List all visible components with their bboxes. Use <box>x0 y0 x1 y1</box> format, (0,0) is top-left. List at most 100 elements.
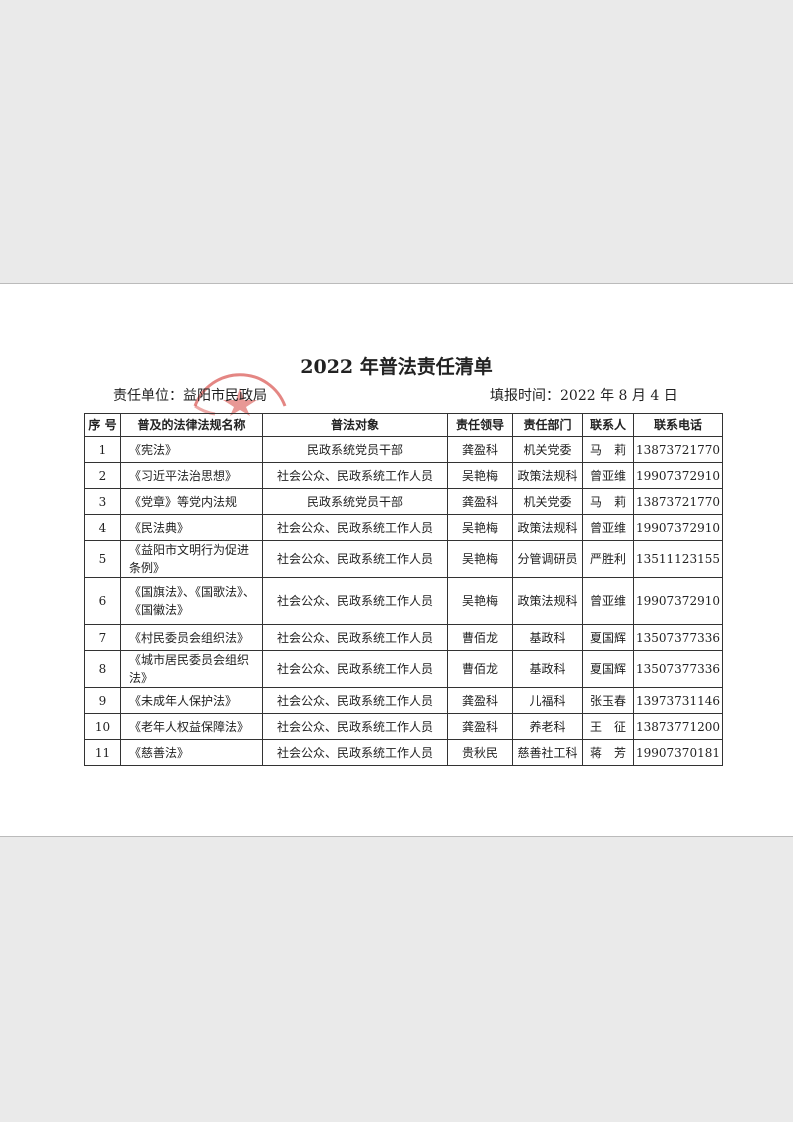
table-cell: 龚盈科 <box>447 687 513 714</box>
table-cell: 10 <box>84 713 121 740</box>
column-header: 联系人 <box>582 413 634 437</box>
responsible-unit: 责任单位：益阳市民政局 <box>113 388 267 404</box>
table-row: 6 《国旗法》、《国歌法》、《国徽法》 社会公众、民政系统工作人员 吴艳梅 政策法规科曾… <box>84 577 723 625</box>
table-cell: 基政科 <box>512 624 583 651</box>
table-cell: 6 <box>84 577 121 625</box>
table-cell: 机关党委 <box>512 436 583 463</box>
header-row: 序 号普及的法律法规名称 普法对象 责任领导 责任部门 联系人 联系电话 <box>84 413 723 437</box>
document-title: 2022 年普法责任清单 <box>300 356 493 378</box>
table-cell: 夏国辉 <box>582 624 634 651</box>
table-cell: 13873771200 <box>633 713 723 740</box>
table-cell: 吴艳梅 <box>447 514 513 541</box>
table-cell: 13511123155 <box>633 540 723 578</box>
table-row: 7 《村民委员会组织法》 社会公众、民政系统工作人员 曹佰龙 基政科 夏国辉 1350737… <box>84 624 723 651</box>
table-cell: 8 <box>84 650 121 688</box>
table-row: 4 《民法典》 社会公众、民政系统工作人员 吴艳梅 政策法规科 曾亚维 1990737291… <box>84 514 723 541</box>
table-cell: 机关党委 <box>512 488 583 515</box>
table-cell: 《慈善法》 <box>120 739 263 766</box>
table-cell: 社会公众、民政系统工作人员 <box>262 739 448 766</box>
table-cell: 马 莉 <box>582 436 634 463</box>
table-cell: 儿福科 <box>512 687 583 714</box>
table-cell: 社会公众、民政系统工作人员 <box>262 540 448 578</box>
table-cell: 养老科 <box>512 713 583 740</box>
table-cell: 王 征 <box>582 713 634 740</box>
table-cell: 龚盈科 <box>447 713 513 740</box>
table-cell: 《习近平法治思想》 <box>120 462 263 489</box>
column-header: 普及的法律法规名称 <box>120 413 263 437</box>
table-cell: 马 莉 <box>582 488 634 515</box>
table-cell: 龚盈科 <box>447 488 513 515</box>
table-cell: 曾亚维 <box>582 577 634 625</box>
table-cell: 1 <box>84 436 121 463</box>
column-header: 普法对象 <box>262 413 448 437</box>
table-cell: 《宪法》 <box>120 436 263 463</box>
table-row: 3 《党章》等党内法规 民政系统党员干部 龚盈科 机关党委马 莉 13873721770 <box>84 488 723 515</box>
table-cell: 《益阳市文明行为促进条例》 <box>120 540 263 578</box>
table-cell: 社会公众、民政系统工作人员 <box>262 687 448 714</box>
table-cell: 社会公众、民政系统工作人员 <box>262 577 448 625</box>
column-header: 序 号 <box>84 413 121 437</box>
table-cell: 曾亚维 <box>582 514 634 541</box>
table-cell: 13873721770 <box>633 436 723 463</box>
table-row: 11 《慈善法》 社会公众、民政系统工作人员 贵秋民 慈善社工科蒋 芳 199073701… <box>84 739 723 766</box>
table-cell: 7 <box>84 624 121 651</box>
table-cell: 19907372910 <box>633 462 723 489</box>
table-cell: 《党章》等党内法规 <box>120 488 263 515</box>
table-row: 8 《城市居民委员会组织法》 社会公众、民政系统工作人员 曹佰龙 基政科 夏国辉 13507… <box>84 650 723 688</box>
column-header: 责任领导 <box>447 413 513 437</box>
table-cell: 张玉春 <box>582 687 634 714</box>
table-cell: 社会公众、民政系统工作人员 <box>262 462 448 489</box>
table-cell: 11 <box>84 739 121 766</box>
column-header: 联系电话 <box>633 413 723 437</box>
table-row: 1 《宪法》 民政系统党员干部 龚盈科 机关党委马 莉 13873721770 <box>84 436 723 463</box>
table-cell: 政策法规科 <box>512 514 583 541</box>
table-cell: 13973731146 <box>633 687 723 714</box>
table-cell: 社会公众、民政系统工作人员 <box>262 650 448 688</box>
responsibility-table: 序 号普及的法律法规名称 普法对象 责任领导 责任部门 联系人 联系电话 1 《宪法》 民政系… <box>84 413 723 766</box>
table-cell: 夏国辉 <box>582 650 634 688</box>
table-cell: 社会公众、民政系统工作人员 <box>262 624 448 651</box>
table-row: 9 《未成年人保护法》 社会公众、民政系统工作人员 龚盈科 儿福科 张玉春 13973731… <box>84 687 723 714</box>
table-cell: 龚盈科 <box>447 436 513 463</box>
table-cell: 吴艳梅 <box>447 540 513 578</box>
table-cell: 曾亚维 <box>582 462 634 489</box>
table-cell: 蒋 芳 <box>582 739 634 766</box>
table-cell: 《民法典》 <box>120 514 263 541</box>
table-cell: 2 <box>84 462 121 489</box>
table-cell: 贵秋民 <box>447 739 513 766</box>
table-cell: 13507377336 <box>633 650 723 688</box>
table-row: 5 《益阳市文明行为促进条例》 社会公众、民政系统工作人员 吴艳梅 分管调研员 严胜利 13… <box>84 540 723 578</box>
table-cell: 社会公众、民政系统工作人员 <box>262 514 448 541</box>
scanned-sheet: 2022 年普法责任清单 责任单位：益阳市民政局 填报时间：2022 年 8 月… <box>0 283 793 837</box>
table-cell: 5 <box>84 540 121 578</box>
table-cell: 分管调研员 <box>512 540 583 578</box>
table-cell: 9 <box>84 687 121 714</box>
table-cell: 《国旗法》、《国歌法》、《国徽法》 <box>120 577 263 625</box>
table-cell: 3 <box>84 488 121 515</box>
table-cell: 政策法规科 <box>512 577 583 625</box>
table-cell: 《村民委员会组织法》 <box>120 624 263 651</box>
table-cell: 曹佰龙 <box>447 650 513 688</box>
table-row: 2 《习近平法治思想》 社会公众、民政系统工作人员 吴艳梅 政策法规科 曾亚维 199073… <box>84 462 723 489</box>
table-cell: 《老年人权益保障法》 <box>120 713 263 740</box>
table-cell: 慈善社工科 <box>512 739 583 766</box>
table-cell: 13873721770 <box>633 488 723 515</box>
table-cell: 《城市居民委员会组织法》 <box>120 650 263 688</box>
table-cell: 4 <box>84 514 121 541</box>
table-cell: 曹佰龙 <box>447 624 513 651</box>
table-cell: 13507377336 <box>633 624 723 651</box>
table-cell: 基政科 <box>512 650 583 688</box>
table-cell: 吴艳梅 <box>447 462 513 489</box>
table-cell: 民政系统党员干部 <box>262 436 448 463</box>
report-date: 填报时间：2022 年 8 月 4 日 <box>490 388 678 404</box>
table-cell: 严胜利 <box>582 540 634 578</box>
table-cell: 民政系统党员干部 <box>262 488 448 515</box>
table-cell: 吴艳梅 <box>447 577 513 625</box>
table-cell: 《未成年人保护法》 <box>120 687 263 714</box>
table-cell: 19907372910 <box>633 514 723 541</box>
table-cell: 19907372910 <box>633 577 723 625</box>
table-cell: 19907370181 <box>633 739 723 766</box>
column-header: 责任部门 <box>512 413 583 437</box>
table-cell: 政策法规科 <box>512 462 583 489</box>
